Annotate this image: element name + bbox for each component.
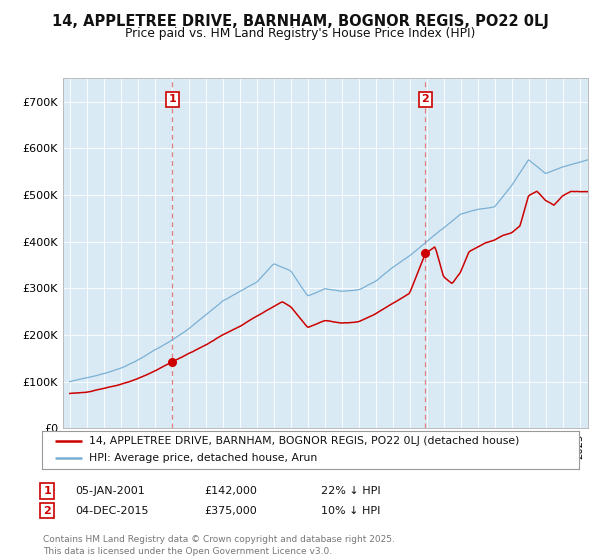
Text: 10% ↓ HPI: 10% ↓ HPI xyxy=(321,506,380,516)
Text: 22% ↓ HPI: 22% ↓ HPI xyxy=(321,486,380,496)
Text: 2: 2 xyxy=(43,506,51,516)
Text: HPI: Average price, detached house, Arun: HPI: Average price, detached house, Arun xyxy=(89,454,317,464)
Text: £375,000: £375,000 xyxy=(204,506,257,516)
Text: 2: 2 xyxy=(421,95,429,104)
Text: 1: 1 xyxy=(43,486,51,496)
Text: Price paid vs. HM Land Registry's House Price Index (HPI): Price paid vs. HM Land Registry's House … xyxy=(125,27,475,40)
Text: Contains HM Land Registry data © Crown copyright and database right 2025.
This d: Contains HM Land Registry data © Crown c… xyxy=(43,535,395,556)
Text: 14, APPLETREE DRIVE, BARNHAM, BOGNOR REGIS, PO22 0LJ (detached house): 14, APPLETREE DRIVE, BARNHAM, BOGNOR REG… xyxy=(89,436,520,446)
Text: £142,000: £142,000 xyxy=(204,486,257,496)
Text: 14, APPLETREE DRIVE, BARNHAM, BOGNOR REGIS, PO22 0LJ: 14, APPLETREE DRIVE, BARNHAM, BOGNOR REG… xyxy=(52,14,548,29)
Text: 05-JAN-2001: 05-JAN-2001 xyxy=(75,486,145,496)
Text: 04-DEC-2015: 04-DEC-2015 xyxy=(75,506,149,516)
Text: 1: 1 xyxy=(169,95,176,104)
